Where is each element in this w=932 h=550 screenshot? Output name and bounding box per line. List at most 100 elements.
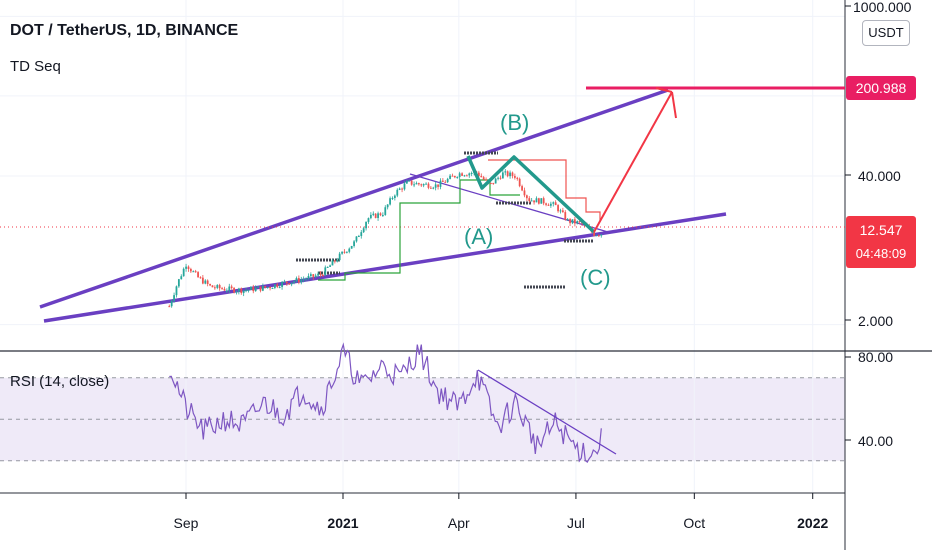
candle-body (420, 184, 423, 186)
candle-body (372, 213, 375, 215)
rsi-indicator-label: RSI (14, close) (10, 373, 110, 390)
candle-body (201, 277, 204, 284)
last-price-label: 12.547 (860, 222, 903, 238)
candle-body (437, 184, 439, 187)
candle-body (559, 210, 562, 212)
candle-body (317, 273, 319, 276)
candle-body (386, 204, 389, 208)
time-tick-label: Jul (567, 515, 585, 531)
candle-body (408, 180, 411, 182)
candle-body (571, 219, 574, 224)
candle-body (597, 235, 600, 237)
candle-body (561, 210, 564, 213)
candle-body (297, 278, 300, 283)
candle-body (401, 188, 403, 190)
candle-body (403, 183, 406, 190)
candle-body (271, 287, 274, 289)
candle-body (554, 202, 557, 206)
candle-body (576, 221, 579, 224)
last-price-tag (846, 216, 916, 268)
candle-body (338, 253, 341, 261)
candle-body (513, 175, 516, 178)
candle-body (542, 198, 545, 204)
candle-body (593, 231, 595, 236)
candle-body (439, 180, 442, 187)
candle-body (521, 186, 523, 191)
candle-body (182, 268, 185, 277)
candle-body (549, 203, 552, 206)
candle-body (187, 266, 190, 269)
candle-body (425, 183, 427, 185)
candle-body (595, 235, 598, 237)
candle-body (499, 177, 502, 179)
currency-unit-button[interactable]: USDT (862, 20, 910, 46)
candle-body (329, 265, 331, 267)
candle-body (233, 287, 235, 293)
candle-body (312, 274, 315, 277)
candle-body (444, 181, 447, 183)
candle-body (269, 287, 271, 289)
candle-body (564, 212, 567, 220)
candle-body (211, 285, 214, 288)
candle-body (278, 286, 281, 288)
candle-body (427, 183, 430, 188)
candle-body (173, 295, 175, 301)
candle-body (257, 286, 259, 288)
candle-body (434, 184, 437, 188)
candle-body (302, 279, 305, 281)
candle-body (365, 221, 367, 229)
candle-body (518, 178, 521, 187)
candle-body (449, 175, 451, 179)
td-support-steps (318, 179, 520, 281)
candle-body (235, 291, 238, 293)
candle-body (516, 177, 519, 179)
candle-body (204, 280, 207, 284)
candle-body (341, 251, 343, 254)
candle-body (398, 188, 401, 190)
rsi-trend-line (477, 369, 617, 455)
td-resistance-steps (488, 159, 601, 222)
candle-body (177, 279, 180, 287)
candle-body (415, 183, 418, 185)
candle-body (362, 228, 365, 233)
candle-body (319, 273, 322, 275)
candle-body (261, 285, 264, 291)
candle-body (384, 207, 387, 215)
price-tick-label: 40.000 (858, 168, 901, 184)
candle-body (578, 221, 581, 223)
candle-body (175, 286, 178, 296)
candle-body (600, 234, 603, 236)
candle-body (360, 232, 363, 237)
candle-body (209, 283, 211, 286)
candle-body (247, 289, 250, 291)
rsi-band-fill (0, 377, 845, 461)
candle-body (509, 172, 511, 177)
candle-body (566, 219, 569, 221)
candle-body (180, 276, 183, 280)
time-tick-label: Apr (448, 515, 470, 531)
candle-body (218, 285, 221, 289)
candle-body (451, 175, 454, 177)
candle-body (552, 202, 555, 204)
candle-body (477, 172, 480, 176)
candle-body (281, 281, 283, 287)
rsi-tick-label: 40.00 (858, 433, 893, 449)
candle-body (492, 182, 495, 184)
candle-body (429, 187, 432, 189)
candle-body (389, 198, 391, 205)
candle-body (240, 288, 243, 294)
target-price-tag (846, 76, 916, 100)
candle-body (379, 213, 382, 216)
candle-body (216, 285, 219, 288)
candle-body (331, 260, 334, 266)
candle-body (410, 180, 413, 185)
candle-body (456, 177, 459, 179)
candle-body (547, 204, 550, 206)
rsi-tick-label: 80.00 (858, 349, 893, 365)
wedge-lower-line (43, 212, 727, 323)
candle-body (458, 173, 461, 178)
candle-body (393, 195, 396, 198)
candle-body (343, 251, 346, 253)
candle-body (225, 290, 228, 292)
